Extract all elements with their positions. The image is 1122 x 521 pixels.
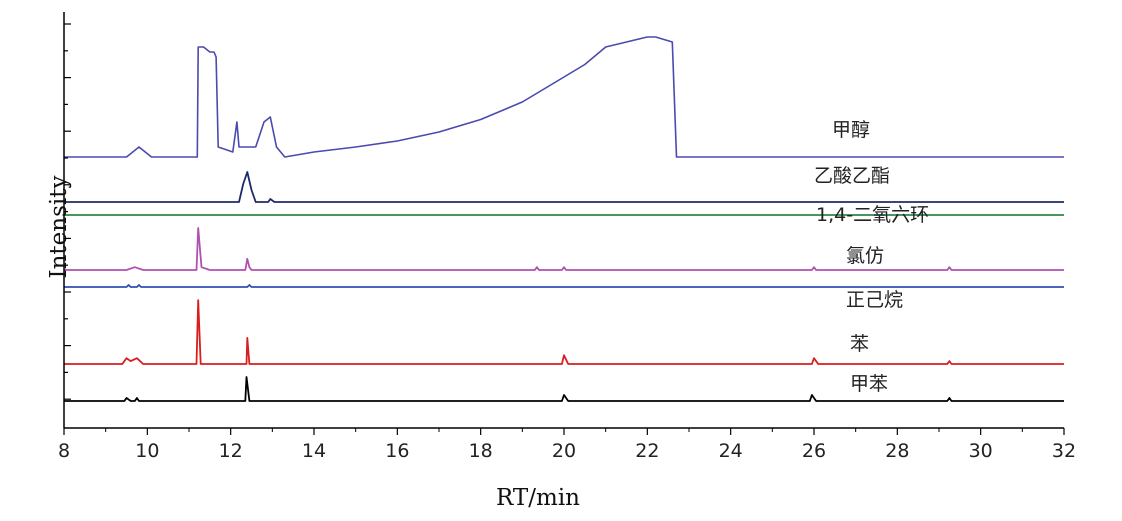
trace-group [64,36,1064,402]
x-tick-label: 10 [135,440,159,462]
series-label: 甲醇 [832,119,870,141]
x-tick-group: 8 10 12 14 16 18 20 22 24 26 28 30 32 [58,428,1076,462]
series-label: 甲苯 [850,373,888,395]
x-tick-label: 22 [635,440,659,462]
series-label: 正己烷 [846,289,903,311]
x-tick-label: 32 [1052,440,1076,462]
y-axis-title: Intensity [46,176,72,279]
series-line [64,227,1064,271]
series-label: 氯仿 [846,245,884,267]
series-line [64,171,1064,203]
x-tick-label: 28 [885,440,909,462]
x-tick-label: 24 [719,440,743,462]
y-tick-group [64,23,71,400]
x-tick-label: 30 [969,440,993,462]
series-line [64,36,1064,158]
series-label: 苯 [850,333,869,355]
x-axis-title: RT/min [496,485,580,511]
x-tick-label: 16 [385,440,409,462]
series-line [64,376,1064,402]
x-tick-label: 26 [802,440,826,462]
x-tick-label: 8 [58,440,70,462]
series-label: 乙酸乙酯 [814,165,890,187]
x-tick-label: 18 [469,440,493,462]
series-line [64,284,1064,288]
x-tick-label: 20 [552,440,576,462]
x-tick-label: 12 [219,440,243,462]
x-tick-label: 14 [302,440,326,462]
series-line [64,299,1064,365]
series-label: 1,4-二氧六环 [816,204,929,226]
